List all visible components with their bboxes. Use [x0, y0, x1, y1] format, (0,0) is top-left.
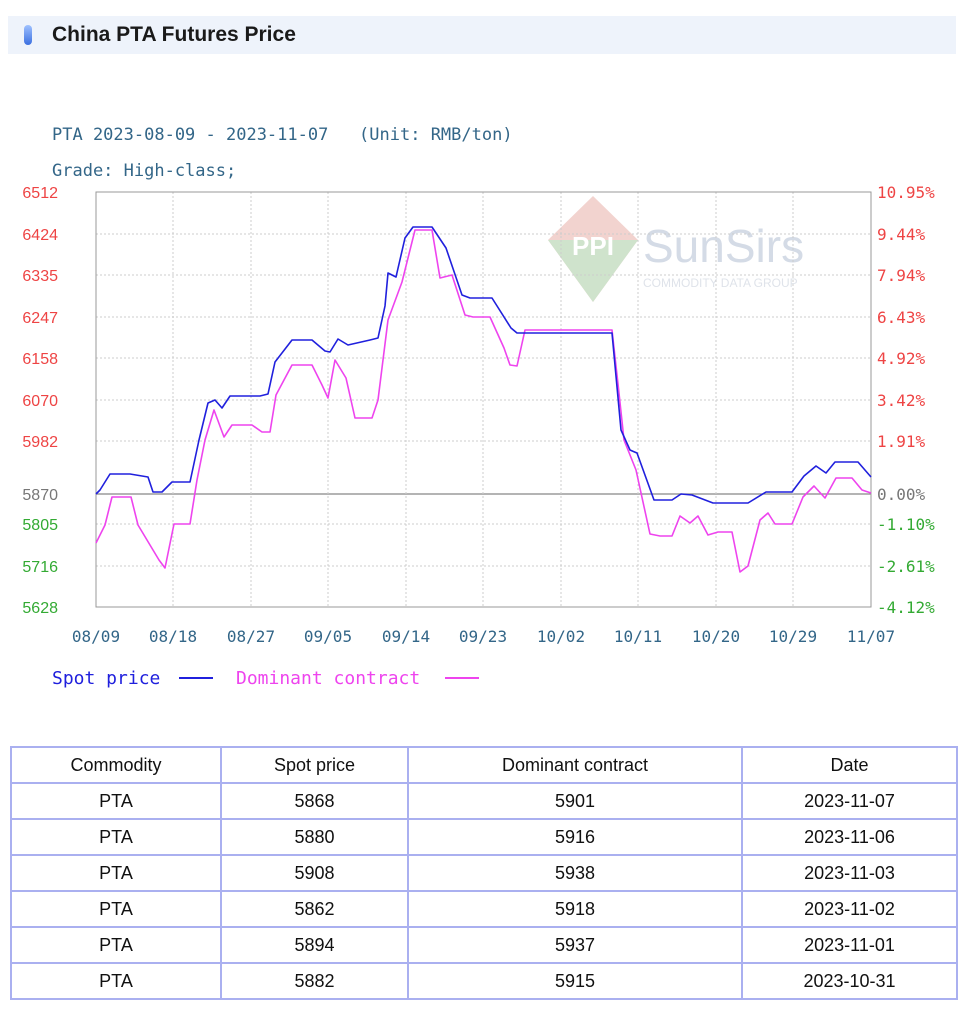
- y-tick-label-right: -2.61%: [877, 557, 935, 576]
- cell-commodity: PTA: [10, 854, 222, 892]
- y-tick-label-right: 3.42%: [877, 391, 926, 410]
- table-row: PTA 5908 5938 2023-11-03: [10, 854, 958, 892]
- chart-subtitle: Grade: High-class;: [52, 161, 236, 181]
- cell-spot-price: 5908: [220, 854, 409, 892]
- cell-commodity: PTA: [10, 782, 222, 820]
- y-tick-label-right: 0.00%: [877, 485, 926, 504]
- y-tick-label-left: 6070: [22, 393, 58, 410]
- table-row: PTA 5868 5901 2023-11-07: [10, 782, 958, 820]
- watermark-diamond-lower-icon: [548, 240, 638, 302]
- x-tick-label: 09/05: [304, 627, 352, 646]
- y-tick-label-left: 5870: [22, 487, 58, 504]
- y-tick-label-right: -1.10%: [877, 515, 935, 534]
- x-tick-label: 10/20: [692, 627, 740, 646]
- y-tick-label-right: 7.94%: [877, 266, 926, 285]
- cell-commodity: PTA: [10, 818, 222, 856]
- x-tick-label: 10/11: [614, 627, 662, 646]
- series-line-dominant-contract: [95, 229, 872, 573]
- y-tick-label-left: 5982: [22, 434, 58, 451]
- x-tick-label: 11/07: [847, 627, 895, 646]
- y-tick-label-right: -4.12%: [877, 598, 935, 617]
- cell-dominant-contract: 5918: [407, 890, 743, 928]
- watermark-sub: COMMODITY DATA GROUP: [643, 276, 798, 290]
- cell-spot-price: 5880: [220, 818, 409, 856]
- table-row: PTA 5894 5937 2023-11-01: [10, 926, 958, 964]
- col-header-commodity: Commodity: [10, 746, 222, 784]
- cell-date: 2023-11-01: [741, 926, 958, 964]
- header-marker-icon: [24, 25, 32, 45]
- x-tick-label: 10/29: [769, 627, 817, 646]
- cell-spot-price: 5894: [220, 926, 409, 964]
- watermark-badge: PPI: [572, 231, 614, 261]
- y-tick-label-right: 10.95%: [877, 183, 935, 202]
- table-header-row: Commodity Spot price Dominant contract D…: [10, 746, 958, 784]
- cell-dominant-contract: 5915: [407, 962, 743, 1000]
- cell-date: 2023-10-31: [741, 962, 958, 1000]
- x-tick-label: 08/18: [149, 627, 197, 646]
- legend-label-spot: Spot price: [52, 668, 160, 689]
- cell-spot-price: 5882: [220, 962, 409, 1000]
- y-tick-label-left: 5716: [22, 559, 58, 576]
- legend-label-dominant: Dominant contract: [236, 668, 420, 689]
- cell-date: 2023-11-03: [741, 854, 958, 892]
- cell-commodity: PTA: [10, 962, 222, 1000]
- cell-dominant-contract: 5916: [407, 818, 743, 856]
- y-tick-label-left: 6247: [22, 310, 58, 327]
- x-axis: 08/09 08/18 08/27 09/05 09/14 09/23 10/02 10/11…: [72, 627, 895, 646]
- right-axis: 10.95% 9.44% 7.94% 6.43% 4.92% 3.42% 1.91% 0.00…: [877, 183, 935, 617]
- y-tick-label-left: 6158: [22, 351, 58, 368]
- y-tick-label-left: 6424: [22, 227, 58, 244]
- table-row: PTA 5880 5916 2023-11-06: [10, 818, 958, 856]
- chart-grid: [96, 192, 871, 607]
- price-table: Commodity Spot price Dominant contract D…: [10, 746, 958, 1000]
- cell-date: 2023-11-07: [741, 782, 958, 820]
- col-header-dominant-contract: Dominant contract: [407, 746, 743, 784]
- y-tick-label-right: 6.43%: [877, 308, 926, 327]
- cell-date: 2023-11-02: [741, 890, 958, 928]
- chart-title: PTA 2023-08-09 - 2023-11-07 (Unit: RMB/t…: [52, 125, 513, 145]
- table-row: PTA 5882 5915 2023-10-31: [10, 962, 958, 1000]
- y-tick-label-right: 1.91%: [877, 432, 926, 451]
- plot-frame: [95, 191, 872, 608]
- watermark-main: SunSirs: [643, 220, 804, 272]
- y-tick-label-right: 9.44%: [877, 225, 926, 244]
- watermark-logo: PPI SunSirs COMMODITY DATA GROUP: [548, 196, 804, 302]
- series-line-spot-price: [95, 226, 872, 504]
- y-tick-label-left: 5628: [22, 600, 58, 617]
- cell-dominant-contract: 5937: [407, 926, 743, 964]
- y-tick-label-left: 6512: [22, 185, 58, 202]
- table-body: PTA 5868 5901 2023-11-07 PTA 5880 5916 2023-11-…: [10, 782, 958, 1000]
- cell-commodity: PTA: [10, 926, 222, 964]
- col-header-date: Date: [741, 746, 958, 784]
- y-tick-label-left: 6335: [22, 268, 58, 285]
- left-axis: 6512 6424 6335 6247 6158 6070 5982 5870 5805 5716…: [22, 185, 58, 617]
- x-tick-label: 10/02: [537, 627, 585, 646]
- price-chart: PTA 2023-08-09 - 2023-11-07 (Unit: RMB/t…: [22, 125, 935, 689]
- x-tick-label: 09/14: [382, 627, 430, 646]
- x-tick-label: 08/09: [72, 627, 120, 646]
- section-header: China PTA Futures Price: [8, 16, 956, 54]
- cell-date: 2023-11-06: [741, 818, 958, 856]
- table-row: PTA 5862 5918 2023-11-02: [10, 890, 958, 928]
- legend: Spot price Dominant contract: [52, 668, 479, 689]
- cell-commodity: PTA: [10, 890, 222, 928]
- x-tick-label: 08/27: [227, 627, 275, 646]
- x-tick-label: 09/23: [459, 627, 507, 646]
- col-header-spot-price: Spot price: [220, 746, 409, 784]
- chart-series: [95, 226, 872, 573]
- y-tick-label-left: 5805: [22, 517, 58, 534]
- cell-spot-price: 5862: [220, 890, 409, 928]
- section-title: China PTA Futures Price: [52, 23, 296, 46]
- cell-dominant-contract: 5938: [407, 854, 743, 892]
- cell-dominant-contract: 5901: [407, 782, 743, 820]
- cell-spot-price: 5868: [220, 782, 409, 820]
- y-tick-label-right: 4.92%: [877, 349, 926, 368]
